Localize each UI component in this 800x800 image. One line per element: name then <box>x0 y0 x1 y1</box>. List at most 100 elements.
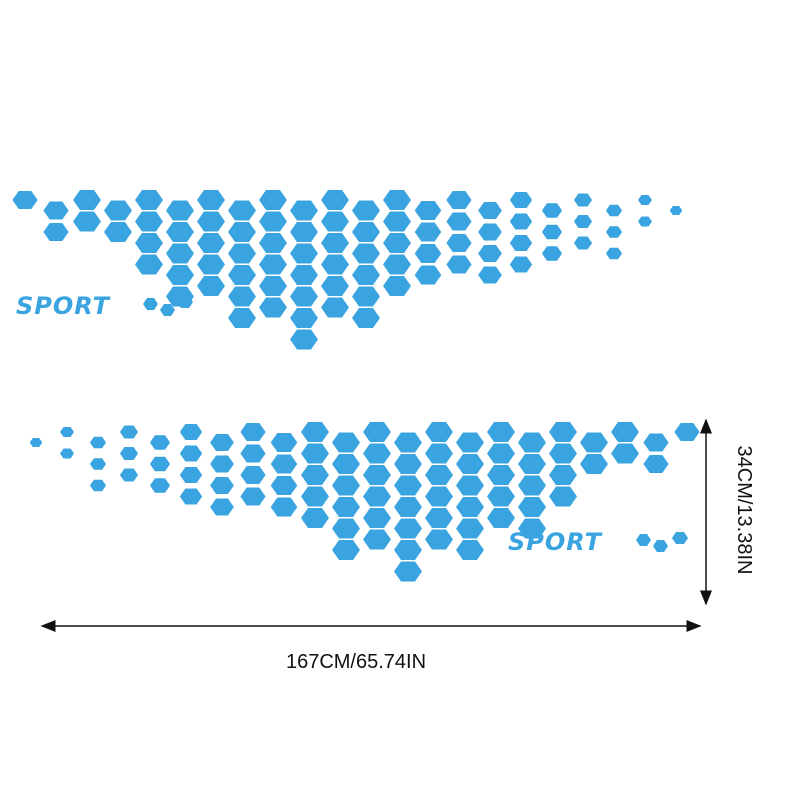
hexagon <box>197 233 225 253</box>
hexagon <box>135 233 163 253</box>
hexagon <box>456 518 484 539</box>
hexagon <box>394 518 422 539</box>
hexagon <box>179 424 203 440</box>
hexagon <box>549 486 577 507</box>
hexagon <box>228 308 256 328</box>
hexagon <box>240 487 266 506</box>
hexagon <box>383 254 411 275</box>
hexagon <box>425 443 453 464</box>
hexagon <box>509 256 533 273</box>
hexagon <box>363 443 391 464</box>
hexagon <box>240 444 266 463</box>
hexagon <box>301 443 329 464</box>
hexagon <box>321 276 349 296</box>
hexagon-decal <box>12 190 683 350</box>
hexagon <box>228 200 256 221</box>
hexagon <box>259 254 287 275</box>
hexagon <box>270 454 298 474</box>
hexagon <box>89 436 107 449</box>
hexagon <box>166 222 194 242</box>
hexagon <box>363 465 391 485</box>
hexagon <box>352 265 380 285</box>
hexagon <box>487 486 515 507</box>
hexagon <box>638 216 652 227</box>
hexagon <box>363 422 391 442</box>
hexagon <box>149 478 171 493</box>
hexagon <box>638 195 652 205</box>
hexagon <box>352 308 380 328</box>
hexagon <box>487 443 515 464</box>
hexagon <box>290 308 318 328</box>
hexagon <box>259 297 287 318</box>
hexagon <box>414 201 442 220</box>
hexagon <box>290 200 318 221</box>
hexagon <box>605 204 623 217</box>
hexagon <box>383 190 411 210</box>
hexagon <box>456 540 484 560</box>
hexagon <box>518 518 546 539</box>
hexagon <box>290 243 318 264</box>
hexagon <box>332 497 360 517</box>
hexagon <box>210 434 234 451</box>
hexagon <box>414 265 442 285</box>
hexagon <box>197 254 225 275</box>
hexagon <box>518 497 546 517</box>
hexagon <box>119 468 139 482</box>
hexagon <box>518 432 546 453</box>
hexagon <box>352 243 380 264</box>
hexagon <box>394 497 422 517</box>
hexagon <box>611 422 639 442</box>
hexagon <box>541 246 563 261</box>
hexagon <box>135 254 163 275</box>
logo-dots <box>143 296 688 552</box>
hexagon <box>197 190 225 210</box>
hexagon <box>259 233 287 253</box>
hexagon <box>487 508 515 528</box>
hexagon <box>179 467 203 483</box>
hexagon <box>509 235 533 251</box>
hexagon <box>456 497 484 517</box>
hexagon <box>643 455 669 473</box>
hexagon <box>425 422 453 442</box>
hexagon <box>270 433 298 452</box>
hexagon <box>73 190 101 210</box>
hexagon <box>60 448 74 459</box>
hexagon-decal <box>29 422 700 582</box>
hexagon <box>541 203 563 218</box>
hexagon <box>487 465 515 485</box>
hexagon <box>290 222 318 242</box>
hexagon <box>166 265 194 285</box>
hexagon <box>290 329 318 350</box>
hexagon <box>119 425 139 439</box>
hexagon <box>166 243 194 264</box>
hexagon <box>669 206 683 215</box>
hexagon <box>228 265 256 285</box>
hexagon <box>301 486 329 507</box>
hexagon <box>135 211 163 232</box>
hexagon <box>425 465 453 485</box>
hexagon <box>394 475 422 496</box>
hexagon <box>487 422 515 442</box>
hexagon <box>89 479 107 492</box>
hexagon <box>332 475 360 496</box>
hexagon <box>573 236 593 250</box>
hexagon <box>135 190 163 210</box>
hexagon <box>414 244 442 263</box>
hexagon <box>580 432 608 453</box>
hexagon <box>290 286 318 307</box>
hexagon <box>674 423 700 441</box>
hexagon <box>197 211 225 232</box>
hexagon <box>478 223 502 241</box>
hexagon <box>363 529 391 550</box>
hexagon <box>321 211 349 232</box>
hexagon <box>541 224 563 240</box>
hexagon <box>301 508 329 528</box>
hexagon <box>12 191 38 209</box>
hexagon <box>352 200 380 221</box>
hexagon <box>43 201 69 220</box>
hexagon <box>29 438 43 447</box>
hexagon <box>518 454 546 474</box>
hexagon <box>456 475 484 496</box>
height-label: 34CM/13.38IN <box>733 446 755 575</box>
hexagon <box>301 465 329 485</box>
